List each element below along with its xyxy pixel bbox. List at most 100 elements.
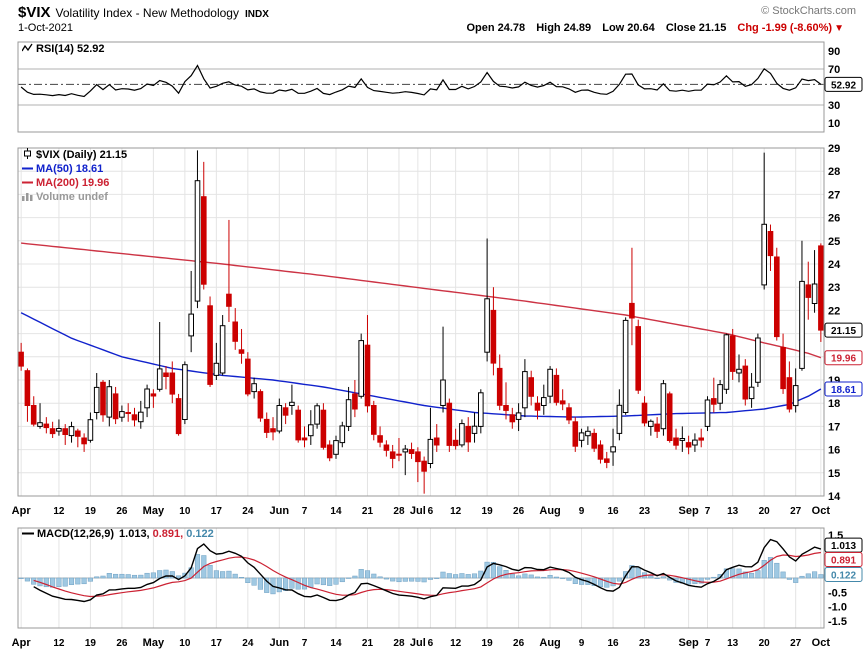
ohlc-quote: Open 24.78 High 24.89 Low 20.64 Close 21.15 … (458, 22, 844, 34)
svg-text:9: 9 (579, 638, 585, 649)
svg-text:7: 7 (302, 506, 308, 517)
high-label: High (536, 22, 561, 34)
svg-text:27: 27 (828, 189, 840, 201)
svg-text:26: 26 (513, 638, 525, 649)
svg-text:22: 22 (828, 305, 840, 317)
macd-chart: 1.50.5-0.5-1.0-1.51.0130.8910.122Apr1219… (12, 527, 863, 649)
svg-text:Jun: Jun (270, 637, 290, 649)
svg-text:6: 6 (428, 506, 434, 517)
macd-line-icon (22, 532, 34, 535)
svg-text:15: 15 (828, 468, 840, 480)
svg-text:13: 13 (727, 506, 739, 517)
svg-text:24: 24 (828, 259, 841, 271)
svg-text:28: 28 (828, 166, 840, 178)
svg-text:May: May (143, 505, 165, 517)
macd-legend-name: MACD(12,26,9) (37, 528, 115, 540)
svg-text:0.122: 0.122 (831, 571, 856, 582)
svg-text:13: 13 (727, 638, 739, 649)
price-chart: 14 15 16 17 18 19 20 21 22 23 24 25 26 27 28 29 21.15 19.… (12, 143, 863, 517)
ma200-line-icon (22, 181, 33, 184)
low-label: Low (602, 22, 625, 34)
svg-text:-1.0: -1.0 (828, 602, 847, 614)
svg-text:10: 10 (179, 506, 191, 517)
chg-label: Chg (737, 22, 759, 34)
svg-text:Apr: Apr (12, 505, 32, 517)
svg-text:70: 70 (828, 64, 840, 76)
svg-text:23: 23 (639, 506, 651, 517)
svg-text:17: 17 (211, 506, 223, 517)
svg-text:Sep: Sep (679, 637, 699, 649)
svg-text:-0.5: -0.5 (828, 587, 847, 599)
svg-text:Oct: Oct (812, 505, 831, 517)
open-value: 24.78 (497, 22, 526, 34)
price-legend-title-row: $VIX (Daily) 21.15 (22, 148, 127, 162)
svg-text:19: 19 (482, 638, 494, 649)
svg-text:20: 20 (759, 638, 771, 649)
svg-text:19.96: 19.96 (831, 354, 856, 365)
svg-text:27: 27 (790, 638, 802, 649)
svg-text:18: 18 (828, 398, 840, 410)
svg-text:21: 21 (362, 506, 374, 517)
svg-text:24: 24 (242, 638, 254, 649)
svg-text:27: 27 (790, 506, 802, 517)
svg-text:17: 17 (828, 421, 840, 433)
volume-legend-row: Volume undef (22, 190, 127, 204)
svg-text:16: 16 (607, 506, 619, 517)
symbol: $VIX (18, 4, 51, 21)
exchange-tag: INDX (244, 9, 269, 20)
svg-text:14: 14 (828, 491, 841, 503)
svg-text:29: 29 (828, 143, 840, 155)
svg-text:0.891: 0.891 (831, 556, 856, 567)
ma200-legend-label: MA(200) 19.96 (36, 177, 110, 189)
open-label: Open (466, 22, 495, 34)
signal-value: 0.891, (152, 528, 184, 540)
hist-value: 0.122 (186, 528, 214, 540)
volume-bars-icon (22, 193, 33, 201)
svg-text:16: 16 (828, 445, 840, 457)
svg-text:20: 20 (759, 506, 771, 517)
svg-text:28: 28 (393, 506, 405, 517)
chart-date: 1-Oct-2021 (18, 22, 74, 34)
svg-text:Aug: Aug (539, 505, 560, 517)
svg-text:26: 26 (513, 506, 525, 517)
ma50-legend-label: MA(50) 18.61 (36, 163, 104, 175)
macd-value: 1.013, (119, 528, 150, 540)
svg-text:18.61: 18.61 (831, 385, 856, 396)
svg-text:14: 14 (330, 638, 342, 649)
svg-text:Oct: Oct (812, 637, 831, 649)
ma200-legend-row: MA(200) 19.96 (22, 176, 127, 190)
low-value: 20.64 (627, 22, 655, 34)
svg-text:10: 10 (179, 638, 191, 649)
rsi-chart: 90 70 30 10 52.92 (17, 41, 863, 133)
ma50-legend-row: MA(50) 18.61 (22, 162, 127, 176)
svg-text:26: 26 (116, 638, 128, 649)
svg-text:30: 30 (828, 100, 840, 112)
quote-row: 1-Oct-2021 Open 24.78 High 24.89 Low 20.64 … (18, 22, 844, 34)
rsi-legend: RSI(14) 52.92 (21, 42, 105, 56)
svg-text:May: May (143, 637, 165, 649)
chg-down-arrow: ▼ (834, 23, 844, 34)
rsi-legend-label: RSI(14) 52.92 (36, 43, 105, 55)
price-legend: $VIX (Daily) 21.15 MA(50) 18.61 MA(200) … (22, 148, 127, 204)
stockcharts-credit: © StockCharts.com (761, 5, 856, 17)
svg-text:52.92: 52.92 (831, 80, 856, 91)
svg-text:16: 16 (607, 638, 619, 649)
svg-text:23: 23 (828, 282, 840, 294)
ma50-line-icon (22, 167, 33, 170)
svg-text:Jul: Jul (410, 505, 426, 517)
svg-text:17: 17 (211, 638, 223, 649)
close-value: 21.15 (698, 22, 727, 34)
header-row: $VIX Volatility Index - New Methodology IN… (18, 4, 856, 21)
price-legend-title: $VIX (Daily) 21.15 (36, 149, 128, 161)
svg-text:Apr: Apr (12, 637, 32, 649)
indicator-icon (21, 43, 33, 52)
svg-text:Sep: Sep (679, 505, 699, 517)
svg-text:26: 26 (828, 213, 840, 225)
high-value: 24.89 (563, 22, 592, 34)
svg-text:Jun: Jun (270, 505, 290, 517)
svg-text:7: 7 (705, 506, 711, 517)
svg-text:19: 19 (482, 506, 494, 517)
svg-text:14: 14 (330, 506, 342, 517)
svg-text:19: 19 (85, 506, 97, 517)
